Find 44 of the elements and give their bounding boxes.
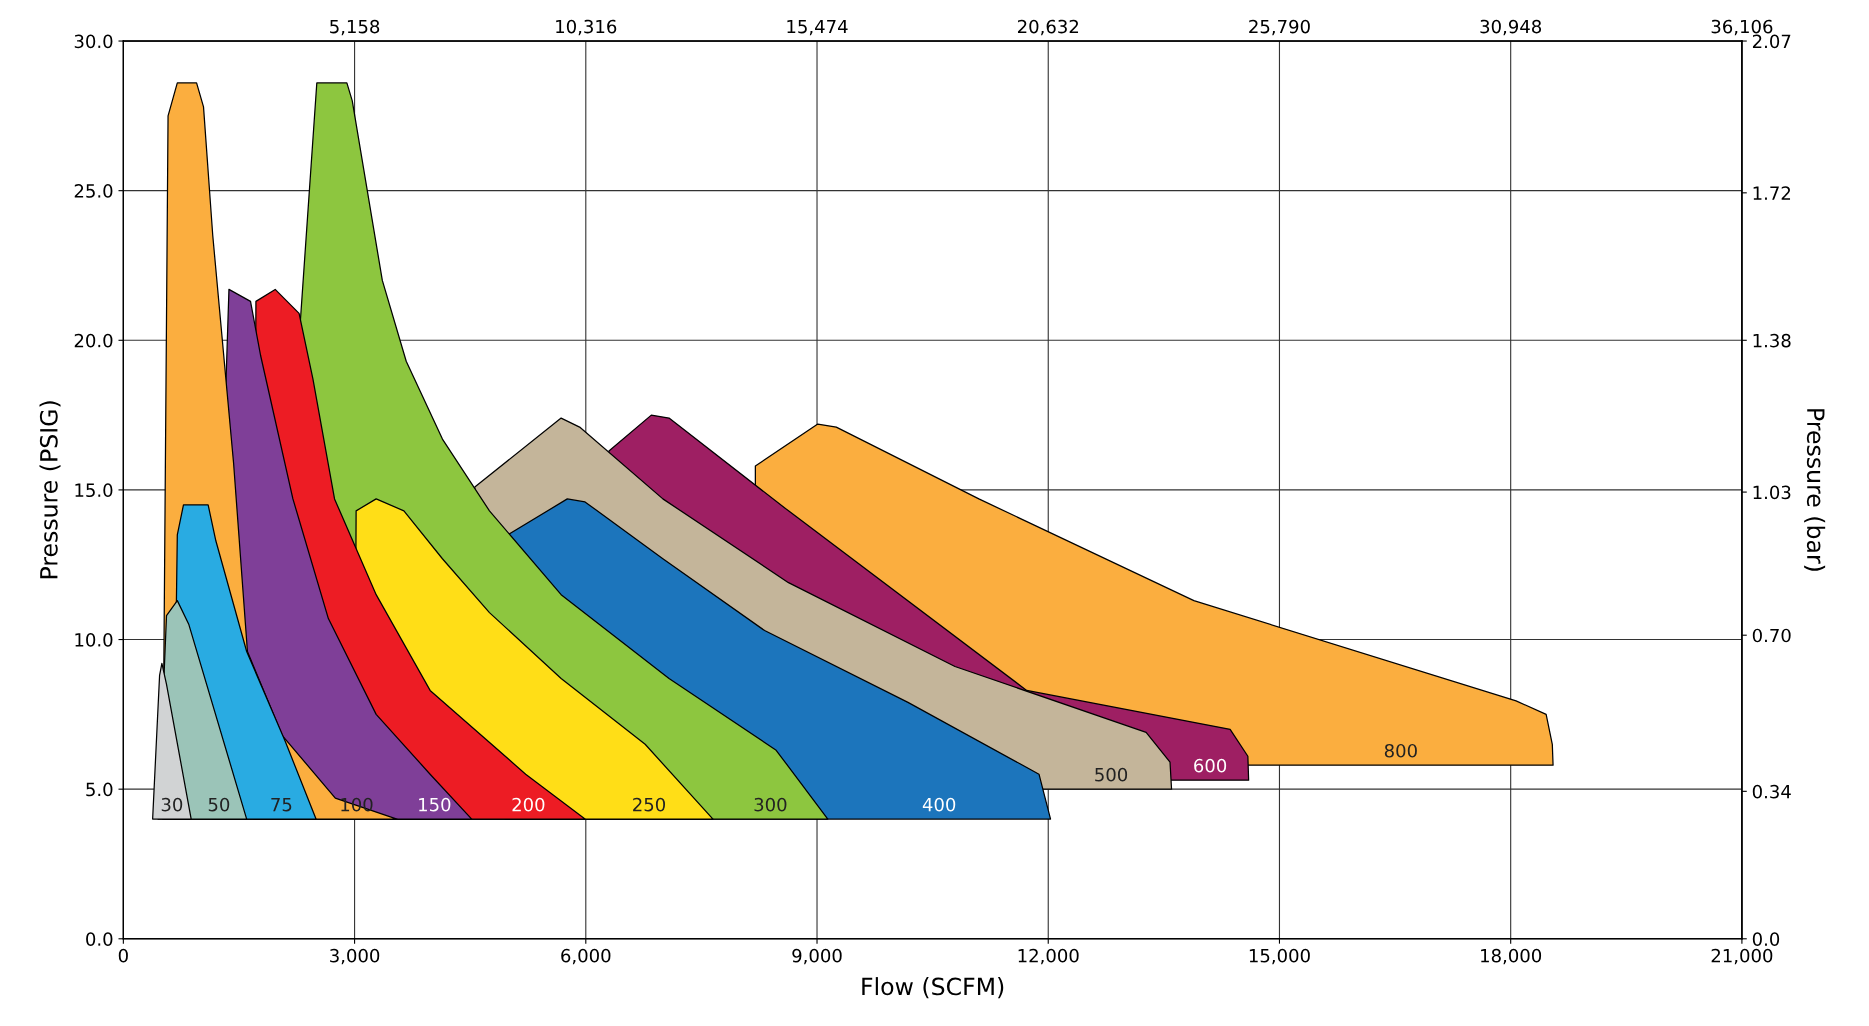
series-label: 800 (1384, 743, 1417, 758)
y-tick-label: 30.0 (74, 34, 113, 49)
y-tick-label: 10.0 (75, 633, 113, 647)
y-tick-label: 20.0 (74, 333, 113, 348)
series-label: 500 (1095, 767, 1128, 782)
x2-tick-label: 30,948 (1480, 19, 1542, 36)
y2-tick-label: 1.38 (1753, 333, 1791, 348)
y2-tick-label: 1.72 (1753, 186, 1791, 200)
y-tick-label: 25.0 (74, 184, 113, 198)
x2-tick-label: 15,474 (787, 19, 848, 36)
x-tick-label: 15,000 (1249, 948, 1310, 965)
x-tick-label: 18,000 (1481, 948, 1542, 965)
x-axis-title: Flow (SCFM) (862, 977, 1004, 999)
y2-tick-label: 1.03 (1753, 485, 1791, 500)
series-label: 75 (271, 798, 292, 812)
series-label: 150 (419, 797, 451, 812)
x-tick-label: 12,000 (1018, 948, 1079, 965)
series-label: 250 (633, 797, 666, 812)
x2-tick-label: 10,316 (556, 19, 617, 36)
x2-tick-label: 5,158 (330, 19, 380, 36)
x-tick-label: 0 (118, 948, 128, 963)
x2-tick-label: 36,106 (1711, 19, 1773, 36)
series-label: 100 (341, 797, 373, 812)
y2-tick-label: 2.07 (1752, 34, 1791, 49)
x2-tick-label: 20,632 (1017, 19, 1079, 36)
series-label: 600 (1194, 758, 1227, 773)
series-label: 200 (512, 797, 545, 812)
y2-axis-title: Pressure (bar) (1804, 409, 1826, 571)
series-label: 300 (754, 797, 787, 812)
y2-tick-label: 0.70 (1752, 628, 1791, 643)
series-label: 30 (161, 797, 183, 812)
y-tick-label: 0.0 (86, 932, 113, 946)
y-tick-label: 5.0 (86, 782, 113, 797)
y-tick-label: 15.0 (75, 483, 113, 498)
series-label: 50 (208, 797, 230, 812)
y2-tick-label: 0.34 (1752, 784, 1791, 799)
x-tick-label: 9,000 (792, 948, 842, 965)
y2-tick-label: 0.0 (1752, 932, 1780, 946)
x-tick-label: 21,000 (1711, 948, 1773, 965)
x2-tick-label: 25,790 (1249, 19, 1310, 36)
y-axis-title: Pressure (PSIG) (39, 401, 61, 579)
x-tick-label: 6,000 (561, 948, 611, 965)
x-tick-label: 3,000 (330, 948, 380, 965)
series-label: 400 (922, 797, 956, 812)
